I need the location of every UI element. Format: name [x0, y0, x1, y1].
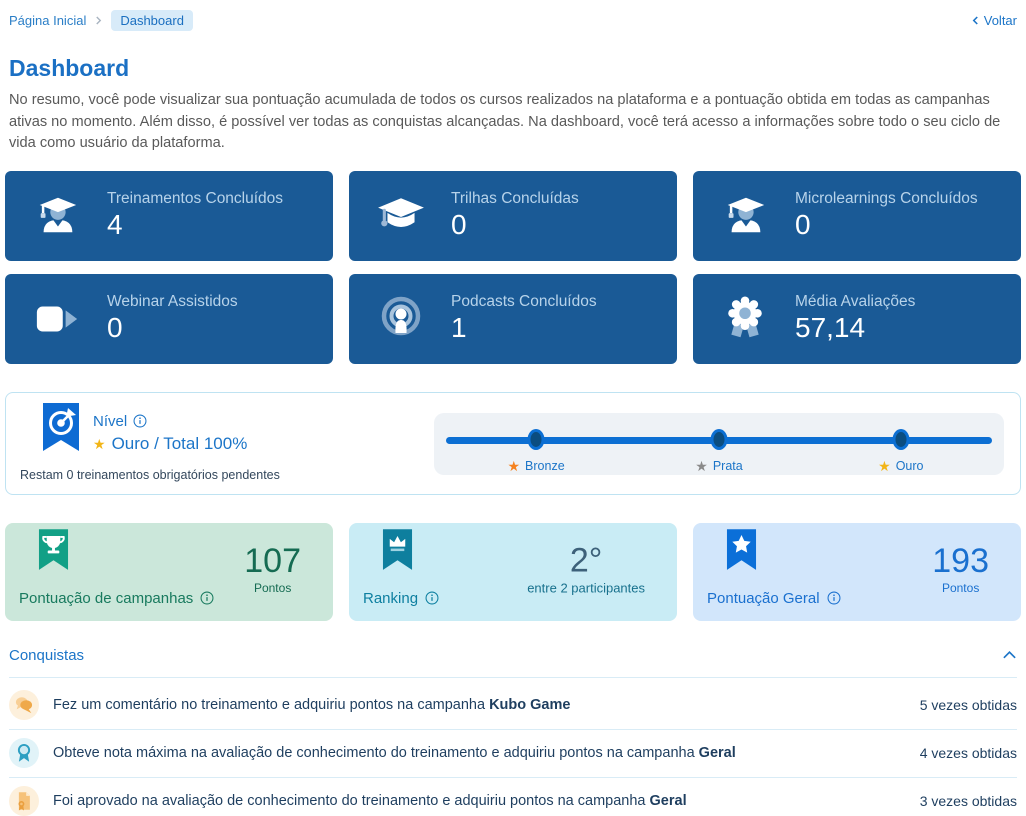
achievement-text: Foi aprovado na avaliação de conheciment… [53, 793, 687, 809]
stat-value: 0 [451, 209, 467, 241]
page-title: Dashboard [9, 55, 130, 81]
info-icon[interactable] [200, 591, 214, 605]
stat-card-trilhas: Trilhas Concluídas 0 [349, 170, 677, 261]
achievement-description: Obteve nota máxima na avaliação de conhe… [53, 745, 695, 762]
stat-value: 1 [451, 312, 467, 344]
stat-card-podcasts: Podcasts Concluídos 1 [349, 273, 677, 364]
slider-track: ★ Bronze ★ Prata ★ Ouro [446, 428, 992, 473]
milestone-label: Bronze [525, 458, 565, 473]
score-unit: Pontos [941, 581, 980, 596]
achievements-title: Conquistas [9, 647, 85, 665]
stat-value: 0 [795, 209, 811, 241]
back-button[interactable]: Voltar [972, 13, 1017, 28]
score-value: 107 [244, 541, 301, 580]
stat-label: Treinamentos Concluídos [107, 190, 284, 208]
score-value: 193 [932, 541, 989, 580]
stat-card-microlearnings: Microlearnings Concluídos 0 [693, 170, 1021, 261]
score-label: Pontuação de campanhas [19, 589, 194, 607]
stat-label: Trilhas Concluídas [451, 190, 579, 208]
stat-label: Média Avaliações [795, 293, 916, 311]
stat-value: 57,14 [795, 312, 866, 344]
achievement-row: Foi aprovado na avaliação de conheciment… [9, 778, 1017, 816]
stat-value: 0 [107, 312, 123, 344]
slider-node-ouro [892, 428, 910, 450]
achievement-description: Fez um comentário no treinamento e adqui… [53, 697, 486, 714]
podcast-icon [375, 295, 427, 343]
graduate-icon [719, 193, 771, 239]
chevron-up-icon[interactable] [1002, 647, 1017, 665]
graduate-icon [31, 193, 83, 239]
page-description: No resumo, você pode visualizar sua pont… [9, 92, 1001, 152]
mortarboard-icon [375, 191, 427, 241]
score-unit: entre 2 participantes [527, 581, 645, 597]
score-unit: Pontos [253, 581, 292, 596]
info-icon[interactable] [425, 591, 439, 605]
video-camera-icon [31, 296, 83, 342]
achievement-campaign: Kubo Game [489, 697, 571, 714]
achievement-description: Foi aprovado na avaliação de conheciment… [53, 793, 646, 810]
medal-icon [719, 296, 771, 342]
achievement-text: Fez um comentário no treinamento e adqui… [53, 697, 570, 713]
achievement-count: 3 vezes obtidas [919, 793, 1017, 810]
score-grid: Pontuação de campanhas 107 Pontos Rankin… [5, 522, 1021, 621]
achievements-list: Fez um comentário no treinamento e adqui… [5, 682, 1021, 816]
breadcrumb: Página Inicial Dashboard Voltar [5, 8, 1021, 31]
slider-node-bronze [527, 428, 545, 450]
chevron-left-icon [972, 16, 978, 25]
achievement-campaign: Geral [698, 745, 736, 762]
score-label: Pontuação Geral [707, 589, 820, 607]
document-medal-icon [9, 786, 39, 816]
breadcrumb-current[interactable]: Dashboard [111, 10, 193, 31]
milestone-label: Prata [712, 458, 743, 473]
level-panel: Nível ★ Ouro / Total 100% Restam 0 trein… [5, 391, 1021, 495]
milestone-prata: ★ Prata [695, 459, 742, 473]
stat-value: 4 [107, 209, 123, 241]
achievement-row: Obteve nota máxima na avaliação de conhe… [9, 730, 1017, 778]
stat-label: Microlearnings Concluídos [795, 190, 978, 208]
achievement-count: 4 vezes obtidas [919, 745, 1017, 762]
trophy-icon [38, 528, 69, 577]
score-value: 2° [569, 541, 603, 580]
level-ribbon-target-icon [42, 402, 80, 458]
stat-label: Webinar Assistidos [107, 293, 238, 311]
stat-label: Podcasts Concluídos [451, 293, 597, 311]
silver-star-icon: ★ [695, 457, 708, 474]
gold-star-icon: ★ [93, 435, 106, 452]
crown-icon [382, 528, 413, 577]
slider-node-prata [710, 428, 728, 450]
star-icon [726, 528, 757, 577]
achievements-header[interactable]: Conquistas [9, 647, 1017, 678]
achievement-campaign: Geral [649, 793, 687, 810]
achievement-count: 5 vezes obtidas [919, 697, 1017, 714]
back-label: Voltar [983, 13, 1017, 28]
breadcrumb-home-link[interactable]: Página Inicial [9, 13, 87, 28]
rosette-icon [9, 738, 39, 769]
level-pending-text: Restam 0 treinamentos obrigatórios pende… [20, 467, 280, 482]
stat-card-webinar: Webinar Assistidos 0 [5, 273, 333, 364]
milestone-bronze: ★ Bronze [507, 459, 564, 473]
achievement-row: Fez um comentário no treinamento e adqui… [9, 682, 1017, 730]
level-progress-slider: ★ Bronze ★ Prata ★ Ouro [434, 412, 1004, 475]
level-title: Nível [93, 412, 128, 430]
achievement-text: Obteve nota máxima na avaliação de conhe… [53, 745, 736, 761]
milestone-ouro: ★ Ouro [878, 459, 923, 473]
score-label: Ranking [363, 589, 419, 607]
score-card-pontuacao-geral: Pontuação Geral 193 Pontos [693, 522, 1021, 621]
milestone-label: Ouro [895, 458, 924, 473]
comment-icon [9, 690, 39, 721]
stat-card-media-avaliacoes: Média Avaliações 57,14 [693, 273, 1021, 364]
bronze-star-icon: ★ [507, 457, 521, 474]
info-icon[interactable] [133, 414, 147, 428]
score-card-ranking: Ranking 2° entre 2 participantes [349, 522, 677, 621]
info-icon[interactable] [827, 591, 841, 605]
stats-grid: Treinamentos Concluídos 4 Trilhas Conclu… [5, 170, 1021, 364]
level-current-value: Ouro / Total 100% [111, 433, 248, 453]
score-card-campanhas: Pontuação de campanhas 107 Pontos [5, 522, 333, 621]
gold-star-icon: ★ [878, 457, 891, 474]
stat-card-treinamentos: Treinamentos Concluídos 4 [5, 170, 333, 261]
chevron-right-icon [95, 15, 102, 26]
